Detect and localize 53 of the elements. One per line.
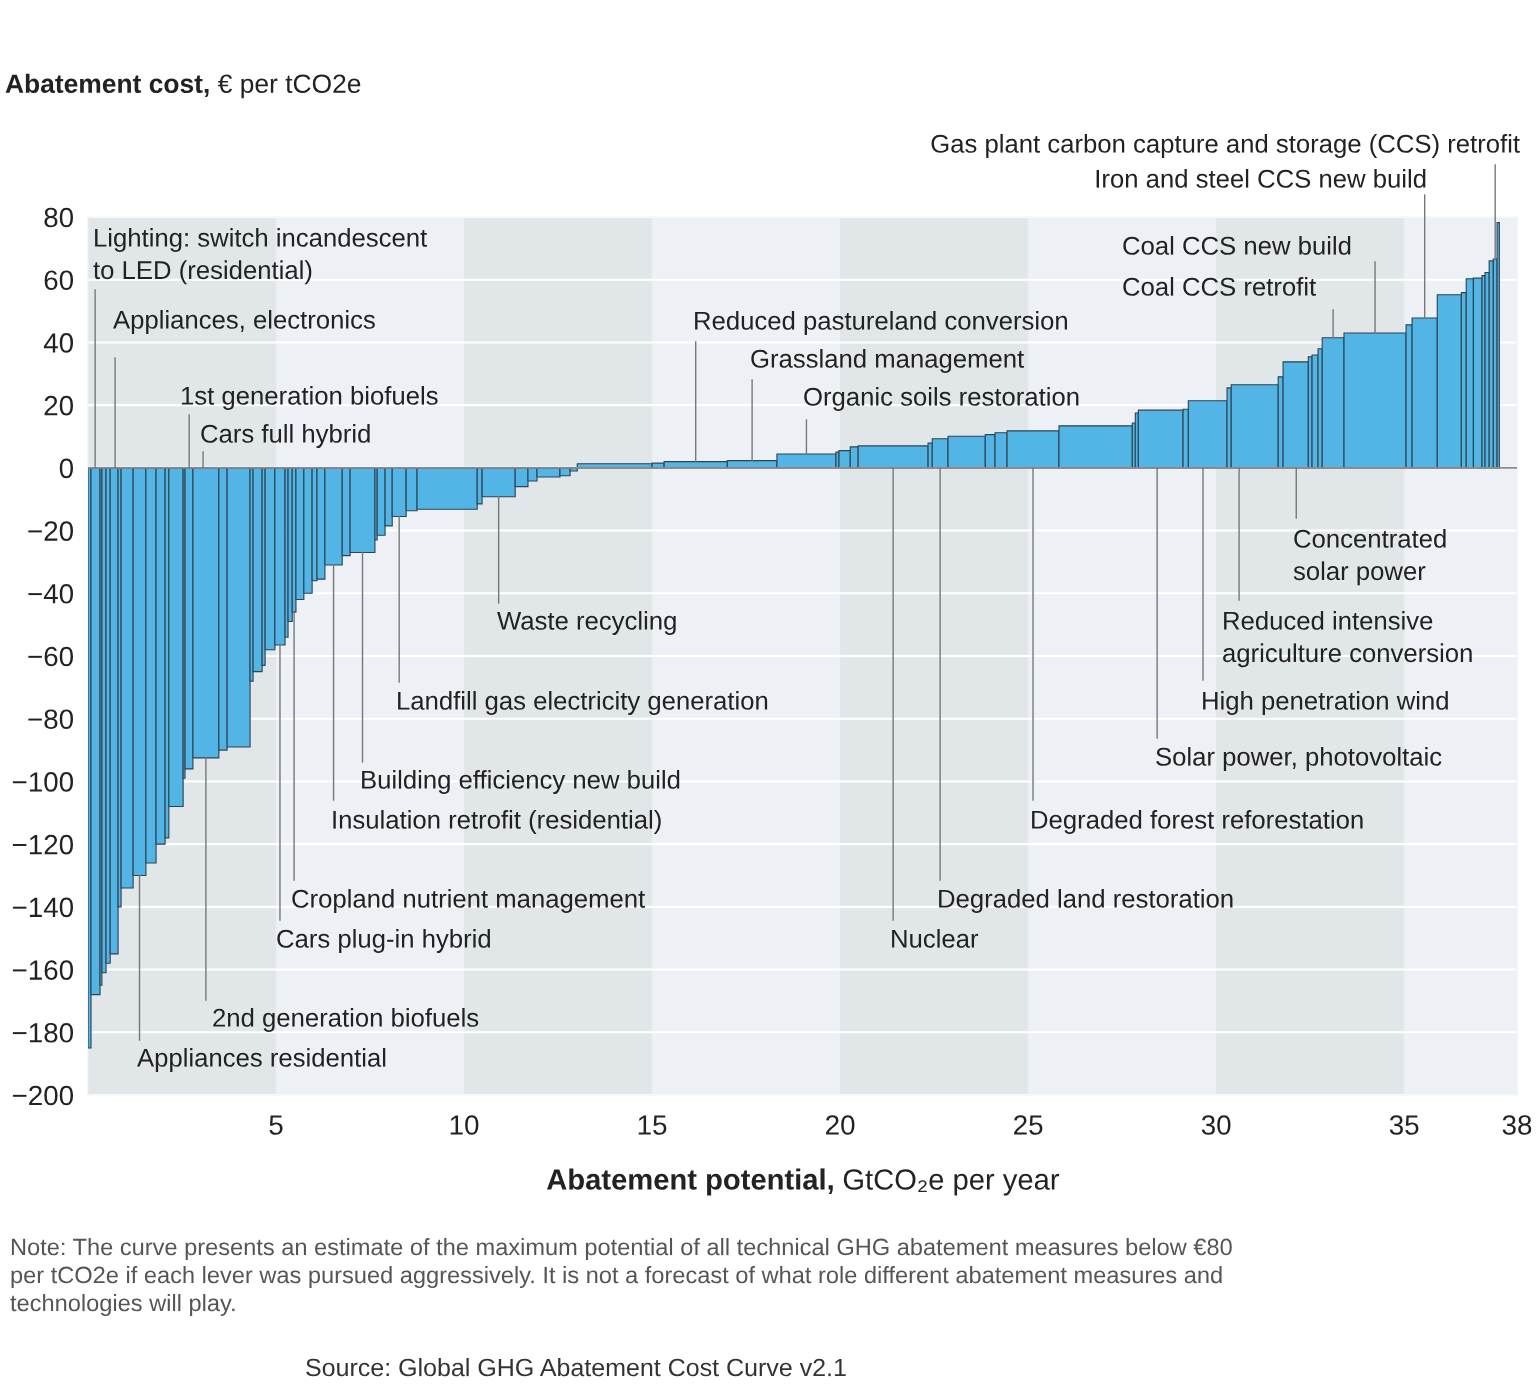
y-tick-label: −60 [28,646,74,667]
annotation: Iron and steel CCS new build [1096,169,1426,188]
y-tick-label: −140 [12,897,74,918]
y-tick-label: −80 [28,709,74,730]
annotation: Gas plant carbon capture and storage (CCS) retrofit [931,134,1520,158]
y-tick-label: 20 [44,395,74,416]
annotation: Appliances, electronics [113,310,375,334]
x-tick-label: 35 [1389,1115,1419,1135]
y-tick-label: 40 [43,333,74,353]
y-tick-label: 80 [44,207,74,228]
y-tick-label: −40 [28,583,74,604]
x-axis-title: Abatement potential, GtCO₂e per year [546,1168,1060,1196]
y-axis-title: Abatement cost, € per tCO2e [5,73,361,99]
annotation: Building efficiency new build [362,770,680,794]
x-tick-label: 20 [826,1115,855,1135]
y-tick-label: −20 [28,521,74,541]
text: Note: The curve presents an estimate of the maximum potential of all technical GHG abatement measures below €80 per tCO2e if each lever was pursued aggressively. It is not a forecast of what role different abatement measures and technologies will play. [10,1238,1232,1317]
x-tick-label: 10 [450,1115,479,1135]
annotation: Cars plug-in hybrid [277,929,490,953]
annotation: Appliances residential [137,1048,386,1072]
y-tick-label: −100 [12,772,74,792]
annotation: Coal CCS retrofit [1123,277,1316,296]
annotation: Insulation retrofit (residential) [333,810,661,834]
y-tick-label: 60 [44,270,74,291]
annotation: Grassland management [751,349,1025,373]
annotation: Waste recycling [497,611,676,635]
x-tick-label: 5 [269,1115,283,1135]
annotation: Reduced pastureland conversion [695,311,1067,335]
annotation: 1st generation biofuels [181,386,438,410]
x-tick-label: 38 [1502,1115,1532,1135]
annotation: Degraded land restoration [939,889,1233,913]
annotation: Cropland nutrient management [292,889,646,913]
annotation: Organic soils restoration [804,387,1079,411]
annotation: Cars full hybrid [201,424,370,448]
annotation: Concentrated solar power [1293,529,1446,586]
annotation: Degraded forest reforestation [1032,810,1363,834]
annotation: Nuclear [892,929,979,948]
x-tick-label: 25 [1014,1115,1043,1135]
annotation: Lighting: switch incandescent to LED (residential) [93,228,428,285]
annotation: High penetration wind [1203,691,1448,715]
y-tick-label: −180 [12,1022,74,1043]
y-tick-label: −160 [12,960,74,980]
annotation: Coal CCS new build [1123,236,1351,255]
annotation: 2nd generation biofuels [213,1008,479,1032]
source-note: Source: Global GHG Abatement Cost Curve v2.1 [306,1358,846,1377]
y-tick-label: −200 [12,1085,74,1106]
annotation: Solar power, photovoltaic [1156,747,1442,771]
x-tick-label: 30 [1201,1115,1231,1135]
y-tick-label: 0 [59,458,74,479]
annotation: Reduced intensive agriculture conversion [1223,611,1472,668]
x-tick-label: 15 [638,1115,667,1135]
y-tick-label: −120 [12,834,74,855]
annotation: Landfill gas electricity generation [398,691,768,715]
